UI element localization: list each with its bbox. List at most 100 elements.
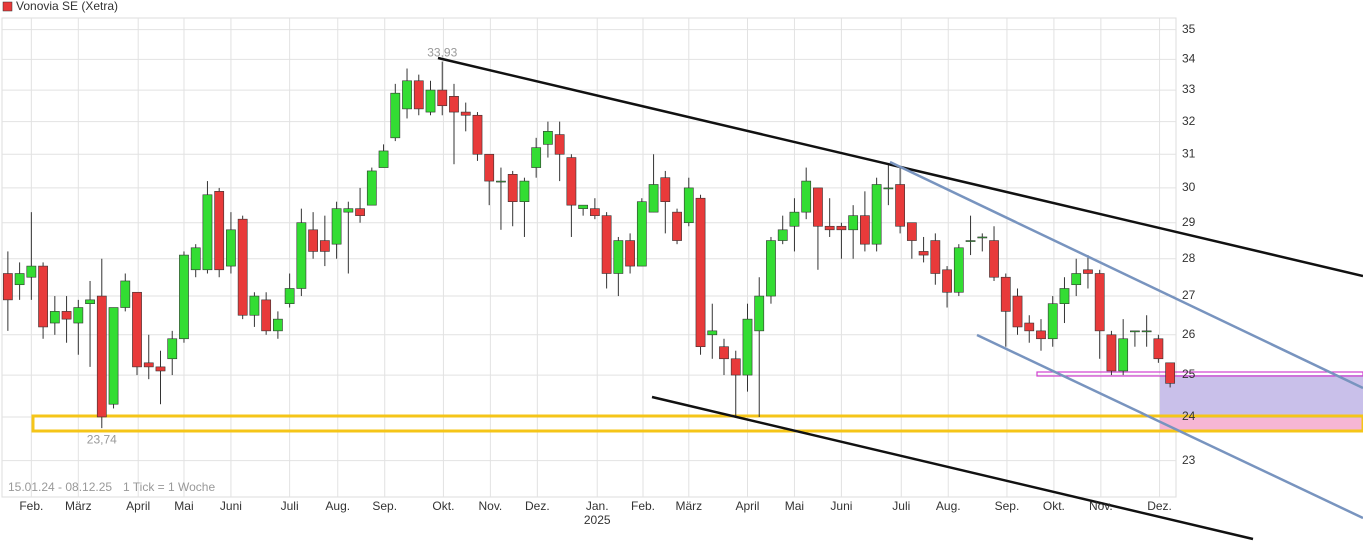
x-tick-label: Juni [220, 499, 242, 513]
candle-body [554, 134, 565, 155]
candle-body [2, 273, 13, 301]
candle-body [1106, 334, 1117, 372]
candle-body [578, 204, 589, 209]
candle-body [179, 254, 189, 340]
candle-body [777, 229, 788, 241]
candle-body [1071, 273, 1082, 286]
zone-fill-pink [1160, 418, 1363, 430]
x-tick-label: Sep. [995, 499, 1020, 513]
candle-body [319, 240, 330, 252]
channel-line [889, 160, 1363, 390]
candle-body [237, 218, 248, 316]
candle-body [73, 307, 84, 324]
candle-body [883, 187, 894, 190]
candle-body [895, 184, 905, 227]
candle-body [1141, 330, 1152, 333]
x-tick-label: Juni [830, 499, 852, 513]
y-tick-label: 27 [1182, 288, 1196, 302]
x-tick-label: Jan. [586, 499, 609, 513]
candle-body [930, 240, 941, 274]
candle-body [496, 180, 506, 183]
candle-body [449, 96, 459, 113]
candle-body [425, 89, 436, 113]
legend-label: Vonovia SE (Xetra) [16, 0, 118, 13]
x-tick-label: März [675, 499, 702, 513]
y-tick-label: 25 [1182, 367, 1196, 381]
candle-body [754, 295, 765, 332]
candle-body [695, 197, 706, 348]
x-tick-label: Okt. [1043, 499, 1065, 513]
candle-body [906, 222, 917, 241]
candle-body [143, 362, 154, 368]
candle-body [719, 346, 729, 360]
candle-body [1153, 338, 1164, 360]
y-tick-label: 30 [1182, 180, 1196, 194]
candle-body [953, 247, 964, 293]
x-tick-label: Dez. [525, 499, 550, 513]
y-tick-label: 24 [1182, 409, 1196, 423]
x-tick-label: April [126, 499, 150, 513]
candle-body [226, 229, 236, 267]
candle-body [249, 295, 260, 316]
x-tick-label: März [65, 499, 92, 513]
candle-body [1036, 330, 1046, 340]
candle-body [1024, 322, 1035, 332]
candle-body [120, 280, 131, 308]
channel-line [976, 333, 1363, 520]
candle-body [378, 150, 389, 168]
x-tick-label: Nov. [478, 499, 502, 513]
y-tick-label: 32 [1182, 114, 1196, 128]
candle-body [355, 208, 365, 216]
candle-body [625, 240, 635, 267]
candle-body [836, 225, 847, 231]
x-tick-label: Okt. [432, 499, 454, 513]
candle-body [38, 265, 48, 328]
x-tick-label: Aug. [325, 499, 350, 513]
year-label: 2025 [584, 513, 611, 527]
candle-body [848, 215, 859, 231]
y-tick-label: 31 [1182, 146, 1196, 160]
candle-body [108, 307, 119, 405]
y-tick-label: 33 [1182, 82, 1196, 96]
candle-body [1130, 330, 1140, 333]
y-tick-label: 28 [1182, 251, 1196, 265]
tick-note: 1 Tick = 1 Woche [123, 480, 215, 494]
min-label: 23,74 [87, 432, 117, 446]
candle-body [1000, 276, 1011, 312]
candle-body [1047, 303, 1058, 340]
max-label: 33,93 [427, 46, 457, 60]
candle-body [472, 114, 483, 155]
x-tick-label: April [735, 499, 759, 513]
candle-body [543, 131, 553, 145]
candle-body [613, 240, 624, 274]
candle-body [190, 247, 201, 271]
candle-body [343, 208, 354, 213]
x-tick-label: Feb. [19, 499, 43, 513]
x-tick-label: Juli [892, 499, 910, 513]
candle-body [296, 222, 307, 289]
candle-body [507, 174, 518, 202]
candle-body [813, 187, 823, 227]
trend-line [651, 395, 1254, 541]
y-tick-label: 35 [1182, 22, 1196, 36]
candle-body [202, 194, 213, 271]
candle-body [331, 208, 342, 245]
candle-body [390, 92, 401, 139]
candle-body [660, 177, 671, 202]
candles [2, 61, 1176, 429]
candle-body [519, 180, 530, 202]
candle-body [918, 251, 929, 256]
candle-body [402, 80, 412, 110]
candle-body [636, 201, 647, 267]
x-tick-label: Aug. [936, 499, 961, 513]
candle-body [1012, 295, 1023, 328]
candle-body [989, 240, 999, 278]
x-tick-label: Sep. [372, 499, 397, 513]
candle-body [672, 211, 682, 241]
candle-body [824, 225, 835, 231]
candle-body [167, 338, 178, 360]
candle-body [437, 89, 448, 107]
candle-body [589, 208, 600, 216]
period-label: 15.01.24 - 08.12.25 [8, 480, 112, 494]
